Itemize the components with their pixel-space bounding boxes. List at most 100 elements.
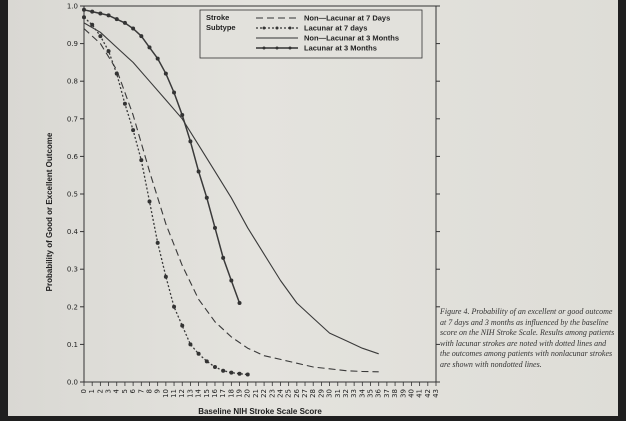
series-2-point — [229, 370, 234, 375]
y-tick-label: 0.4 — [67, 228, 79, 236]
legend-marker — [262, 26, 266, 30]
x-tick-label: 1 — [88, 389, 96, 393]
y-tick-label: 0.8 — [67, 78, 78, 86]
x-tick-label: 36 — [375, 388, 383, 397]
series-4-point — [114, 17, 119, 22]
x-tick-label: 35 — [367, 389, 375, 398]
chart-series — [82, 7, 379, 377]
series-2-point — [172, 304, 177, 309]
legend-marker — [275, 26, 279, 30]
y-tick-label: 0.5 — [67, 191, 78, 199]
y-tick-label: 0.7 — [67, 115, 78, 123]
series-4-point — [122, 20, 127, 25]
x-tick-label: 22 — [260, 389, 268, 398]
x-tick-label: 43 — [432, 389, 440, 398]
x-tick-label: 15 — [203, 389, 211, 398]
series-4-point — [139, 34, 144, 39]
series-2-point — [196, 351, 201, 356]
x-tick-label: 4 — [113, 388, 121, 393]
x-tick-label: 32 — [342, 389, 350, 398]
x-tick-label: 20 — [244, 389, 252, 398]
x-tick-label: 13 — [186, 389, 194, 398]
series-2-point — [155, 240, 160, 245]
x-tick-label: 26 — [293, 388, 301, 397]
x-tick-label: 24 — [276, 388, 284, 397]
series-4-point — [204, 195, 209, 200]
paper-page — [8, 0, 618, 416]
x-tick-label: 34 — [358, 388, 366, 397]
x-tick-label: 37 — [383, 389, 391, 398]
x-tick-label: 28 — [309, 389, 317, 398]
x-tick-label: 18 — [227, 389, 235, 398]
series-2-point — [221, 368, 226, 373]
y-tick-label: 0.2 — [67, 303, 78, 311]
series-4-point — [147, 45, 152, 50]
x-tick-label: 29 — [317, 389, 325, 398]
series-4-point — [188, 139, 193, 144]
legend-box — [199, 9, 423, 59]
legend-entry-4: Lacunar at 3 Months — [304, 44, 377, 53]
x-tick-label: 33 — [350, 389, 358, 398]
series-2-point — [106, 49, 111, 54]
legend-marker — [288, 26, 292, 30]
legend-title: Subtype — [206, 23, 236, 32]
legend-entry-1: Non—Lacunar at 7 Days — [304, 14, 390, 23]
x-tick-label: 7 — [137, 389, 145, 393]
series-4-point — [172, 90, 177, 95]
y-tick-label: 1.0 — [67, 3, 78, 11]
series-line-3 — [83, 22, 379, 355]
x-tick-label: 41 — [416, 389, 424, 398]
x-tick-label: 21 — [252, 389, 260, 398]
series-4-point — [82, 7, 86, 12]
x-tick-label: 9 — [154, 389, 162, 393]
chart-axes: 0.00.10.20.30.40.50.60.70.80.91.00 1 2 3 4 5 6… — [67, 3, 440, 398]
x-tick-label: 6 — [129, 388, 137, 393]
legend-entry-2: Lacunar at 7 days — [304, 24, 367, 33]
series-2-point — [237, 371, 242, 376]
x-tick-label: 31 — [334, 389, 342, 398]
series-2-point — [122, 101, 127, 106]
y-tick-label: 0.3 — [67, 266, 78, 274]
series-4-point — [131, 26, 136, 31]
series-2-point — [212, 364, 217, 369]
x-tick-label: 42 — [424, 389, 432, 398]
x-tick-label: 12 — [178, 389, 186, 398]
legend-title: Stroke — [206, 13, 229, 22]
x-tick-label: 16 — [211, 388, 219, 397]
plot-frame — [83, 5, 437, 383]
series-2-point — [245, 372, 250, 377]
series-2-point — [131, 128, 136, 133]
x-tick-label: 25 — [285, 389, 293, 398]
x-tick-label: 10 — [162, 389, 170, 398]
legend-marker — [262, 46, 266, 50]
series-4-point — [98, 11, 103, 16]
x-tick-label: 19 — [236, 389, 244, 398]
figure-caption: Figure 4. Probability of an excellent or… — [440, 307, 615, 369]
series-4-point — [221, 255, 226, 260]
series-4-point — [212, 225, 217, 230]
series-2-point — [163, 274, 168, 279]
series-2-point — [82, 15, 86, 20]
series-4-point — [155, 56, 160, 61]
series-4-point — [237, 301, 242, 306]
series-2-point — [98, 34, 103, 39]
y-tick-label: 0.0 — [67, 379, 78, 387]
y-axis-title: Probability of Good or Excellent Outcome — [45, 132, 54, 291]
series-4-point — [106, 13, 111, 18]
series-line-2 — [83, 16, 248, 376]
y-tick-label: 0.6 — [67, 153, 79, 161]
x-tick-label: 3 — [105, 389, 113, 393]
legend-entry-3: Non—Lacunar at 3 Months — [304, 34, 399, 43]
x-tick-label: 30 — [326, 389, 334, 398]
series-2-point — [147, 199, 152, 204]
series-2-point — [90, 22, 95, 27]
series-4-point — [90, 9, 95, 14]
legend-marker — [275, 46, 279, 50]
series-2-point — [188, 342, 193, 347]
series-4-point — [163, 71, 168, 76]
x-tick-label: 17 — [219, 389, 227, 398]
series-2-point — [114, 71, 119, 76]
x-tick-label: 27 — [301, 389, 309, 398]
